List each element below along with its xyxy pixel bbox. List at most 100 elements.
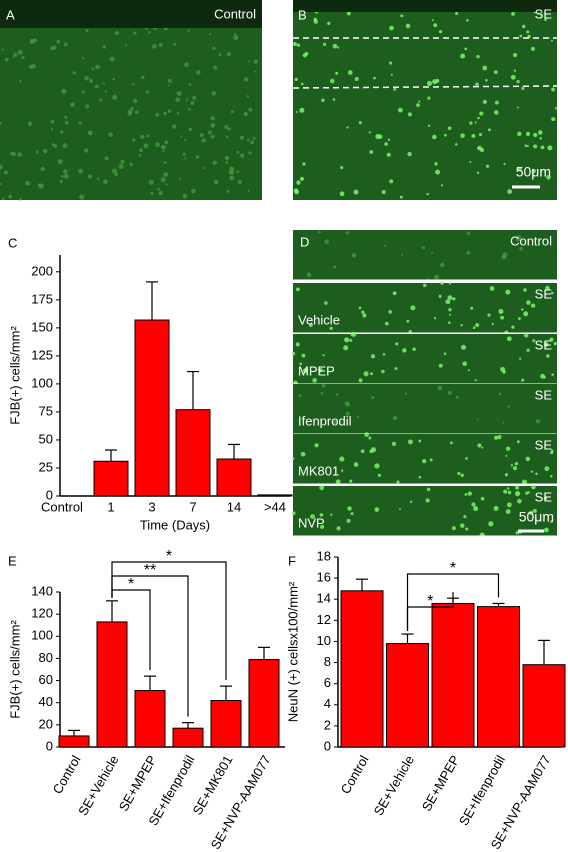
- cell: [213, 180, 219, 185]
- cell: [246, 138, 250, 142]
- cell: [317, 367, 323, 373]
- cell: [460, 133, 465, 138]
- cell: [3, 170, 8, 175]
- cell: [64, 120, 69, 125]
- cell: [253, 59, 258, 64]
- cell: [30, 38, 34, 43]
- cell: [346, 518, 351, 523]
- cell: [434, 162, 438, 166]
- y-tick-label: 75: [39, 403, 53, 418]
- cell: [531, 168, 536, 174]
- cell: [226, 52, 232, 57]
- y-tick-label: 0: [324, 738, 331, 753]
- cell: [294, 77, 298, 82]
- significance-label: *: [166, 548, 172, 565]
- cell: [133, 98, 138, 104]
- cell: [363, 371, 369, 377]
- cell: [345, 231, 349, 235]
- cell: [505, 509, 511, 514]
- cell: [501, 254, 507, 260]
- cell: [370, 354, 376, 359]
- cell: [63, 42, 68, 47]
- cell: [254, 70, 257, 73]
- cell: [218, 53, 222, 57]
- cell: [329, 326, 333, 331]
- cell: [402, 348, 407, 353]
- cell: [400, 14, 404, 18]
- cell: [151, 43, 157, 49]
- cell: [50, 46, 54, 51]
- cell: [38, 183, 44, 189]
- cell: [248, 60, 251, 63]
- cell: [517, 317, 521, 320]
- cell: [507, 405, 510, 408]
- cell: [475, 82, 479, 86]
- cell: [324, 301, 328, 305]
- significance-label: **: [144, 562, 156, 579]
- x-tick-label: SE+Vehicle: [371, 753, 417, 818]
- cell: [480, 496, 485, 501]
- cell: [525, 456, 531, 462]
- cell: [336, 526, 341, 531]
- cell: [487, 313, 491, 317]
- cell: [56, 39, 61, 44]
- cell: [516, 80, 520, 84]
- cell: [437, 385, 443, 391]
- cell: [78, 168, 84, 174]
- cell: [209, 33, 212, 36]
- cell: [224, 155, 230, 161]
- cell: [387, 138, 391, 141]
- x-tick-label: SE+MPEP: [419, 753, 463, 814]
- cell: [383, 244, 387, 247]
- cell: [225, 135, 229, 139]
- cell: [155, 112, 160, 117]
- bar: [93, 460, 129, 497]
- cell: [358, 306, 362, 310]
- bar: [134, 319, 170, 497]
- cell: [374, 463, 380, 469]
- cell: [337, 46, 340, 49]
- cell: [432, 134, 437, 140]
- cell: [345, 402, 351, 407]
- cell: [448, 321, 451, 325]
- cell: [356, 415, 360, 418]
- x-tick-label: Control: [338, 753, 372, 797]
- cell: [396, 480, 400, 484]
- cell: [167, 78, 172, 83]
- cell: [463, 515, 467, 519]
- cell: [99, 98, 102, 102]
- cell: [335, 71, 339, 75]
- cell: [521, 378, 525, 382]
- cell: [173, 42, 177, 46]
- micrograph: [293, 334, 557, 384]
- micrograph: [293, 230, 557, 280]
- cell: [423, 283, 427, 288]
- cell: [236, 150, 240, 154]
- bar: [248, 659, 280, 748]
- cell: [408, 329, 412, 334]
- cell: [482, 99, 487, 104]
- bar: [257, 494, 293, 497]
- cell: [418, 100, 421, 103]
- cell: [493, 70, 498, 75]
- significance-label: *: [427, 593, 433, 610]
- cell: [318, 230, 321, 234]
- cell: [132, 138, 136, 142]
- y-tick-label: 60: [39, 672, 53, 687]
- cell: [57, 158, 63, 165]
- bar: [477, 606, 520, 748]
- cell: [465, 527, 469, 531]
- cell: [409, 500, 413, 504]
- cell: [70, 102, 75, 108]
- cell: [511, 11, 516, 16]
- cell: [250, 140, 255, 145]
- cell: [247, 189, 250, 193]
- cell: [19, 197, 22, 201]
- cell: [525, 491, 529, 495]
- bar: [216, 458, 252, 497]
- cell: [291, 352, 296, 356]
- cell: [515, 485, 520, 490]
- strip-label: NVP: [298, 515, 325, 530]
- cell: [466, 251, 471, 255]
- cell: [368, 131, 371, 134]
